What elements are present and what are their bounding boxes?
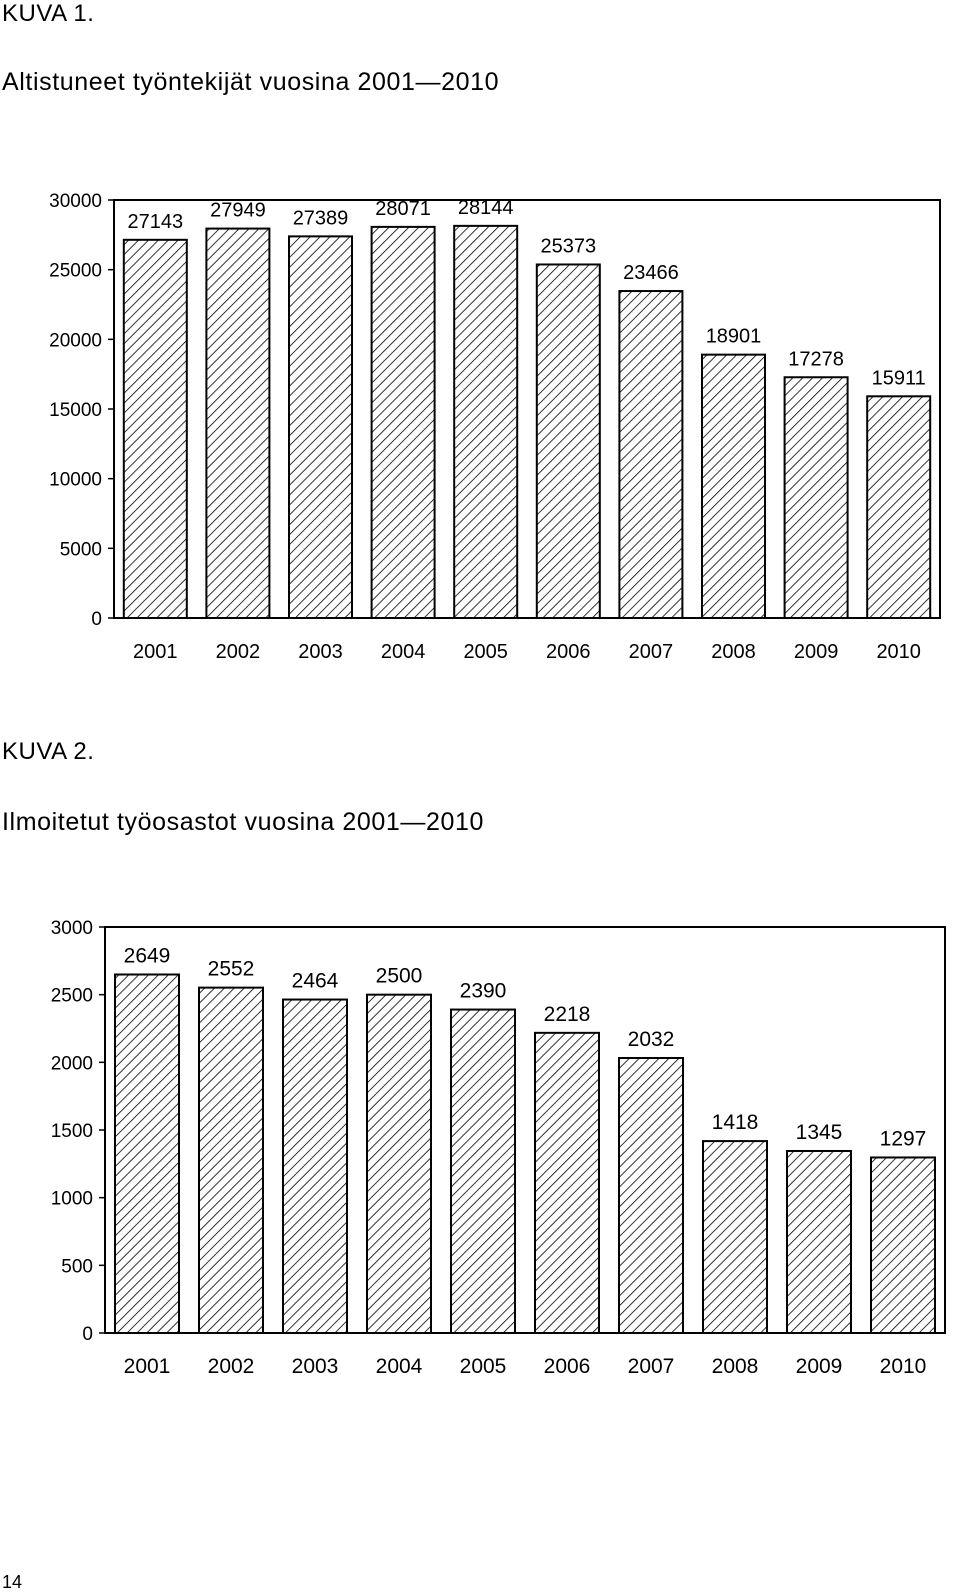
bar-2003 [288, 235, 353, 619]
y-tick-label: 500 [61, 1256, 93, 1277]
x-category-label: 2010 [876, 641, 921, 663]
y-tick-label: 1500 [51, 1121, 93, 1142]
data-label: 28071 [375, 198, 431, 220]
y-tick-label: 30000 [49, 191, 102, 212]
bar-2009 [786, 1149, 852, 1334]
data-label: 23466 [623, 262, 679, 284]
data-label: 28144 [458, 197, 514, 219]
x-category-label: 2003 [292, 1355, 339, 1378]
y-tick-label: 20000 [49, 330, 102, 351]
data-label: 27143 [127, 211, 183, 233]
bar-2002 [198, 986, 264, 1334]
x-category-label: 2006 [546, 641, 591, 663]
x-category-label: 2001 [133, 641, 178, 663]
bar-2005 [453, 224, 519, 620]
x-category-label: 2008 [712, 1355, 759, 1378]
x-category-label: 2007 [628, 1355, 675, 1378]
y-tick-label: 15000 [49, 400, 102, 421]
y-tick-label: 2000 [51, 1053, 93, 1074]
data-label: 2390 [460, 980, 507, 1003]
x-category-label: 2008 [711, 641, 756, 663]
data-label: 2500 [376, 965, 423, 988]
x-category-label: 2009 [796, 1355, 843, 1378]
bar-2010 [866, 395, 932, 619]
data-label: 2032 [628, 1028, 675, 1051]
bar-2009 [783, 376, 849, 619]
bar-2006 [535, 263, 601, 619]
x-category-label: 2002 [216, 641, 261, 663]
x-category-label: 2007 [629, 641, 674, 663]
x-category-label: 2004 [381, 641, 426, 663]
x-category-label: 2003 [298, 641, 343, 663]
x-category-label: 2004 [376, 1355, 423, 1378]
x-category-label: 2005 [463, 641, 508, 663]
data-label: 2464 [292, 970, 339, 993]
data-label: 15911 [872, 367, 926, 389]
y-tick-label: 0 [82, 1324, 93, 1345]
chart-1: 0 5000 10000 15000 20000 25000 30000 27143 2001 2… [49, 191, 941, 663]
y-tick-label: 0 [91, 609, 102, 630]
chart-2: 0 500 1000 1500 2000 2500 3000 2649 2001 2552 2002… [51, 918, 946, 1378]
data-label: 25373 [540, 235, 596, 257]
data-label: 2649 [124, 945, 171, 968]
figure-2-title: Ilmoitetut työosastot vuosina 2001—2010 [2, 808, 485, 836]
y-tick-label: 25000 [49, 261, 102, 282]
bar-2008 [701, 353, 766, 620]
x-category-label: 2005 [460, 1355, 507, 1378]
bar-2007 [618, 1057, 684, 1335]
x-category-label: 2006 [544, 1355, 591, 1378]
bar-2010 [870, 1156, 936, 1334]
x-category-label: 2009 [794, 641, 839, 663]
bar-2006 [534, 1031, 600, 1335]
bar-2001 [122, 238, 188, 620]
bar-2002 [205, 227, 271, 619]
data-label: 1418 [712, 1111, 759, 1134]
bar-2008 [702, 1140, 768, 1334]
bar-2004 [370, 225, 436, 619]
data-label: 18901 [706, 326, 762, 348]
bar-2005 [450, 1008, 516, 1334]
page-number: 14 [2, 1572, 23, 1592]
data-label: 27389 [293, 207, 349, 229]
y-tick-label: 2500 [51, 986, 93, 1007]
figure-1-label: KUVA 1. [2, 0, 95, 27]
figure-1-title: Altistuneet työntekijät vuosina 2001—201… [2, 68, 500, 96]
x-category-label: 2002 [208, 1355, 255, 1378]
y-tick-label: 3000 [51, 918, 93, 939]
x-category-label: 2001 [124, 1355, 171, 1378]
bar-2003 [282, 998, 348, 1334]
bar-2007 [618, 290, 684, 619]
data-label: 17278 [788, 348, 844, 370]
data-label: 1297 [880, 1127, 927, 1150]
data-label: 27949 [210, 200, 266, 222]
data-label: 2552 [208, 958, 255, 981]
data-label: 2218 [544, 1003, 591, 1026]
figure-2-label: KUVA 2. [2, 738, 95, 765]
y-tick-label: 1000 [51, 1189, 93, 1210]
bar-2001 [114, 973, 180, 1334]
y-tick-label: 10000 [49, 470, 102, 491]
data-label: 1345 [796, 1121, 843, 1144]
bar-2004 [366, 993, 432, 1335]
x-category-label: 2010 [880, 1355, 927, 1378]
y-tick-label: 5000 [60, 539, 102, 560]
